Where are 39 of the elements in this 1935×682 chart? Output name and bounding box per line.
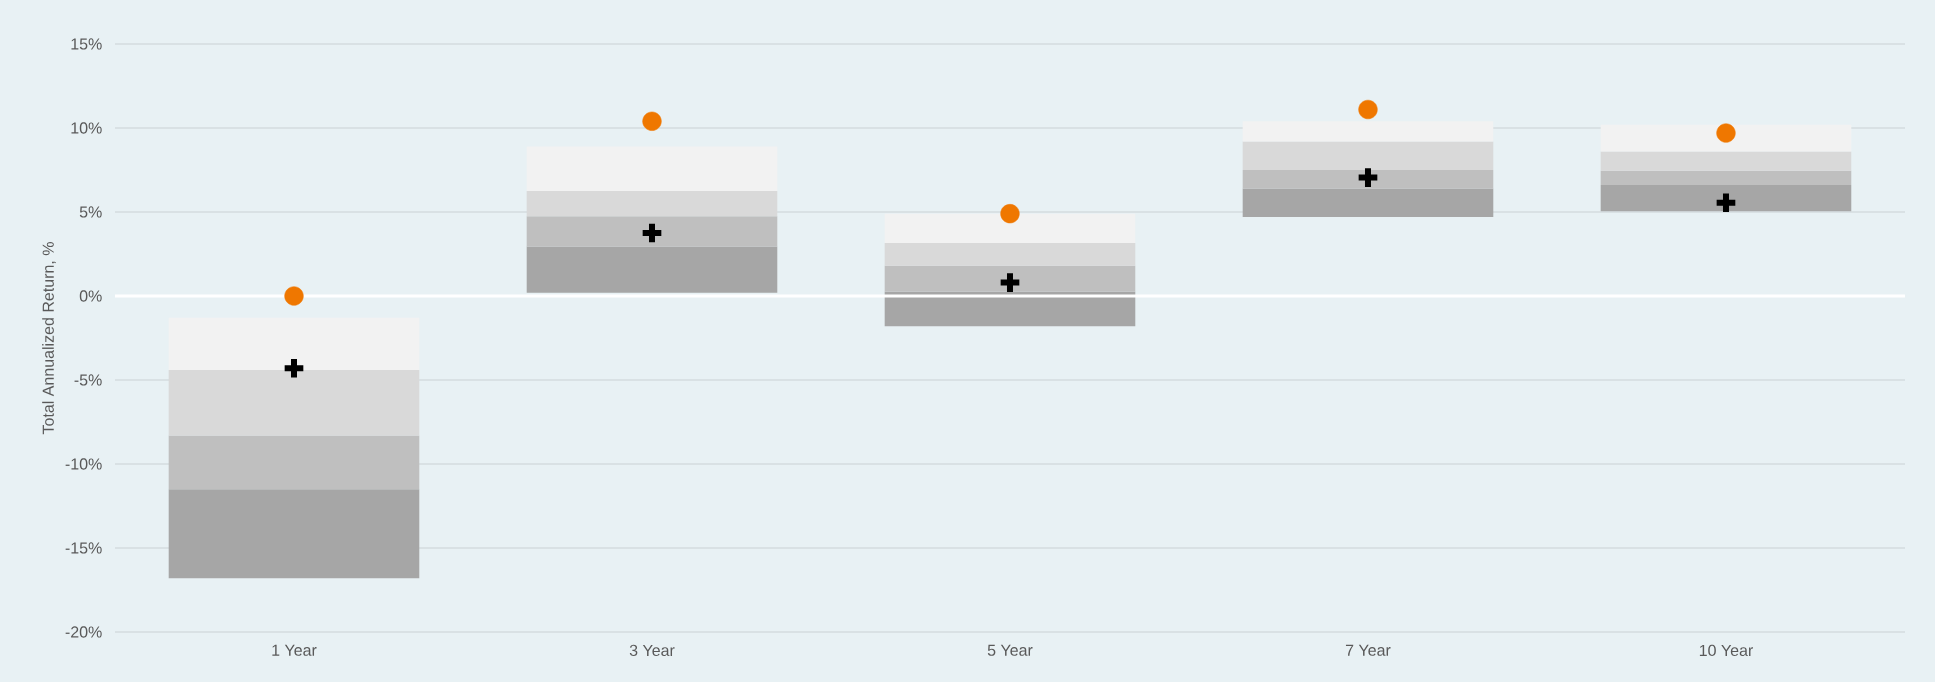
bar (526, 216, 778, 247)
x-tick-label: 5 Year (987, 644, 1033, 656)
bar (884, 243, 1136, 266)
x-tick-label: 3 Year (629, 644, 675, 657)
bar (1600, 151, 1852, 171)
bar (1600, 170, 1852, 186)
bar (884, 213, 1136, 244)
bar (1242, 170, 1494, 189)
bar (526, 246, 778, 293)
point (1358, 99, 1378, 120)
bar (526, 146, 778, 191)
y-tick-label: -10% (65, 458, 102, 470)
bar (1242, 141, 1494, 170)
y-tick-label: -15% (65, 542, 102, 554)
x-tick-label: 7 Year (1345, 644, 1391, 656)
x-tick-label: 1 Year (272, 644, 317, 656)
bar (884, 265, 1136, 292)
point (1000, 204, 1020, 224)
y-axis-title: Total Annualized Return, % (42, 242, 56, 435)
bar (1242, 188, 1494, 218)
y-tick-label: -20% (65, 626, 102, 638)
bar (1600, 185, 1852, 212)
y-tick-label: 5% (79, 206, 102, 218)
y-tick-label: -5% (74, 374, 102, 386)
bar (168, 369, 420, 436)
y-tick-label: 0% (79, 290, 102, 302)
bar (168, 317, 420, 370)
bar (884, 291, 1136, 327)
point (284, 286, 304, 306)
bar (168, 435, 420, 490)
bar (1242, 121, 1494, 142)
y-tick-label: 15% (71, 38, 102, 50)
bar (1600, 124, 1852, 152)
y-tick-label: 10% (71, 122, 102, 134)
x-tick-label: 10 Year (1699, 644, 1753, 657)
point (1716, 123, 1736, 143)
point (642, 111, 662, 131)
bar (526, 190, 778, 217)
bar (168, 489, 420, 579)
